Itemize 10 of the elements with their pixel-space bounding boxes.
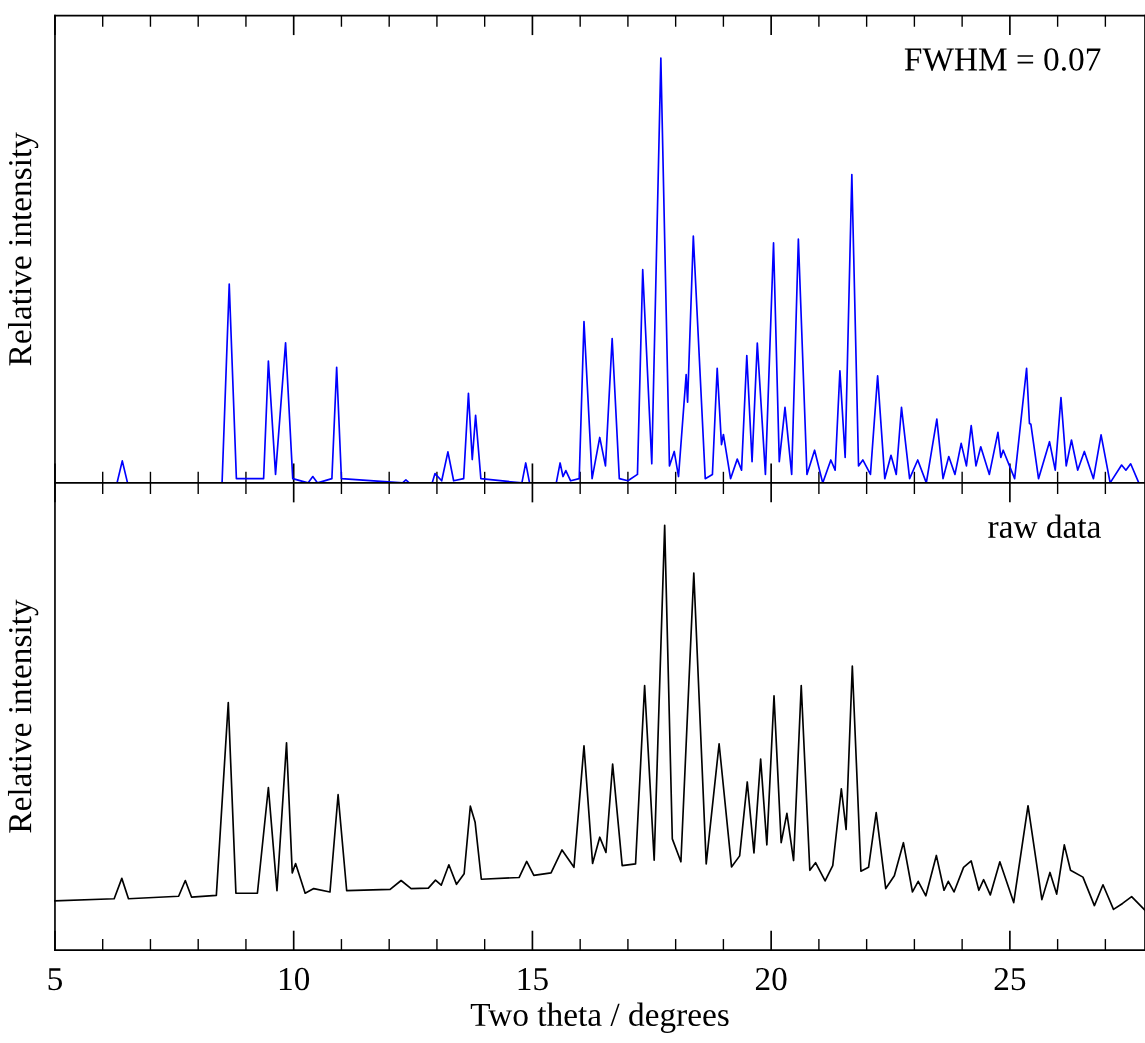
annotation: FWHM = 0.07 bbox=[904, 48, 1101, 71]
y-axis-title: Relative intensity bbox=[7, 599, 39, 833]
x-axis-title: Two theta / degrees bbox=[470, 1002, 729, 1033]
x-tick-label: 25 bbox=[994, 967, 1026, 991]
x-tick-label: 10 bbox=[279, 967, 310, 991]
x-tick-label: 5 bbox=[48, 968, 62, 991]
x-tick-label: 15 bbox=[518, 967, 548, 991]
annotation: raw data bbox=[988, 514, 1101, 538]
x-tick-label: 20 bbox=[755, 967, 787, 991]
y-axis-title: Relative intensity bbox=[7, 132, 39, 366]
